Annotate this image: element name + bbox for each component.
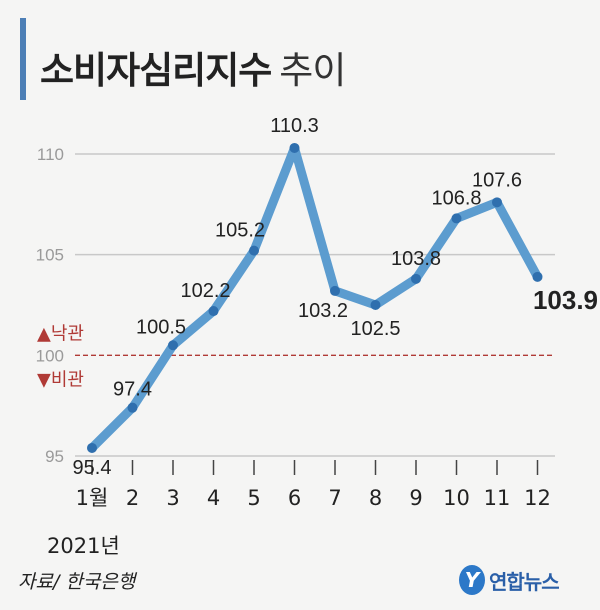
data-point bbox=[451, 213, 462, 224]
y-tick-label: 105 bbox=[36, 246, 64, 265]
x-tick-label: 2 bbox=[126, 486, 139, 510]
x-tick-label: 9 bbox=[409, 486, 422, 510]
data-label: 103.2 bbox=[298, 300, 348, 322]
data-label: 102.5 bbox=[350, 318, 400, 340]
data-label: 95.4 bbox=[73, 457, 112, 479]
x-tick-label: 6 bbox=[288, 486, 301, 510]
data-label: 106.8 bbox=[431, 187, 481, 209]
data-point bbox=[492, 197, 502, 208]
y-tick-label: 100 bbox=[36, 346, 64, 365]
y-tick-label: 95 bbox=[45, 447, 64, 466]
logo-mark-icon: Y bbox=[459, 565, 485, 595]
data-label: 102.2 bbox=[180, 280, 230, 302]
pessimism-label: ▼비관 bbox=[37, 369, 84, 390]
source-note: 자료/ 한국은행 bbox=[18, 571, 136, 593]
logo-text: 연합뉴스 bbox=[489, 569, 560, 594]
publisher-logo: Y 연합뉴스 bbox=[459, 563, 560, 597]
chart-title-sub: 추이 bbox=[279, 49, 346, 92]
x-tick-label: 3 bbox=[166, 486, 179, 510]
y-tick-label: 110 bbox=[37, 145, 64, 164]
chart-title-main: 소비자심리지수 bbox=[40, 49, 272, 92]
x-tick-label: 8 bbox=[369, 486, 382, 510]
data-point bbox=[370, 300, 381, 310]
chart-title: 소비자심리지수 추이 bbox=[40, 40, 346, 94]
data-label: 100.5 bbox=[136, 316, 186, 338]
x-tick-label: 4 bbox=[207, 486, 220, 510]
x-tick-label: 5 bbox=[247, 486, 260, 510]
series-line bbox=[87, 143, 542, 453]
data-label: 105.2 bbox=[215, 220, 265, 242]
data-point bbox=[168, 340, 178, 351]
data-point bbox=[330, 285, 340, 296]
x-tick-label: 1월 bbox=[76, 486, 109, 510]
x-tick-label: 10 bbox=[443, 486, 470, 510]
data-label-latest: 103.9 bbox=[533, 285, 598, 315]
x-tick-label: 11 bbox=[484, 486, 511, 510]
data-point bbox=[411, 273, 421, 284]
x-tick-label: 12 bbox=[524, 486, 551, 510]
optimism-label: ▲낙관 bbox=[37, 323, 84, 344]
x-tick-label: 7 bbox=[328, 486, 341, 510]
data-label: 107.6 bbox=[472, 169, 522, 191]
x-axis-year-label: 2021년 bbox=[47, 534, 120, 558]
data-label: 110.3 bbox=[270, 115, 319, 137]
data-label: 97.4 bbox=[113, 379, 152, 401]
data-point bbox=[208, 306, 219, 317]
data-point bbox=[87, 442, 97, 453]
title-accent-bar bbox=[20, 18, 26, 100]
data-label: 103.8 bbox=[391, 248, 441, 270]
data-point bbox=[532, 271, 543, 282]
data-point bbox=[127, 402, 138, 413]
data-point bbox=[289, 142, 300, 153]
data-point bbox=[249, 245, 259, 256]
